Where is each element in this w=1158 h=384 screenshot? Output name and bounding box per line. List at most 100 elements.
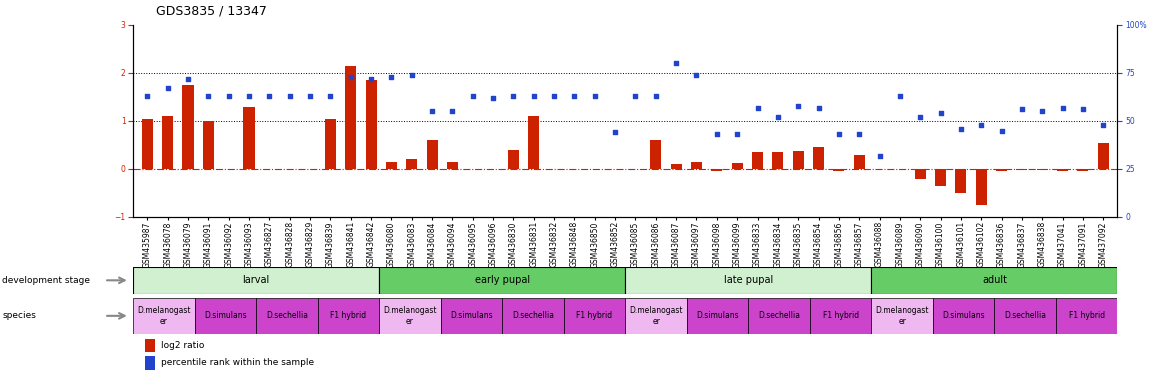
- Bar: [834, 169, 844, 171]
- Bar: [748, 298, 809, 334]
- Text: D.simulans: D.simulans: [450, 311, 493, 320]
- Text: D.melanogast
er: D.melanogast er: [137, 306, 191, 326]
- Bar: [441, 298, 503, 334]
- Bar: [792, 151, 804, 169]
- Point: [1054, 104, 1072, 111]
- Point: [606, 129, 624, 136]
- Point: [423, 108, 441, 114]
- Point: [463, 93, 482, 99]
- Text: D.simulans: D.simulans: [696, 311, 739, 320]
- Point: [504, 93, 522, 99]
- Point: [342, 74, 360, 80]
- Bar: [528, 116, 540, 169]
- Point: [1012, 106, 1031, 113]
- Bar: [256, 298, 317, 334]
- Point: [687, 72, 705, 78]
- Point: [1073, 106, 1092, 113]
- Bar: [1077, 169, 1089, 171]
- Bar: [670, 164, 682, 169]
- Bar: [317, 298, 380, 334]
- Bar: [366, 80, 376, 169]
- Point: [240, 93, 258, 99]
- Point: [871, 152, 889, 159]
- Text: D.sechellia: D.sechellia: [266, 311, 308, 320]
- Text: F1 hybrid: F1 hybrid: [822, 311, 859, 320]
- Text: D.sechellia: D.sechellia: [1004, 311, 1046, 320]
- Text: GDS3835 / 13347: GDS3835 / 13347: [156, 4, 267, 17]
- Bar: [141, 119, 153, 169]
- Bar: [503, 298, 564, 334]
- Point: [484, 95, 503, 101]
- Bar: [1057, 169, 1068, 171]
- Point: [159, 85, 177, 91]
- Bar: [813, 147, 824, 169]
- Bar: [183, 85, 193, 169]
- Text: larval: larval: [242, 275, 270, 285]
- Bar: [380, 298, 441, 334]
- Point: [545, 93, 564, 99]
- Point: [769, 114, 787, 120]
- Point: [138, 93, 156, 99]
- Bar: [996, 169, 1007, 171]
- Point: [301, 93, 320, 99]
- Point: [178, 76, 197, 82]
- Bar: [935, 169, 946, 186]
- Bar: [809, 298, 871, 334]
- Point: [850, 131, 868, 137]
- Bar: [345, 66, 357, 169]
- Point: [403, 72, 422, 78]
- Point: [199, 93, 218, 99]
- Bar: [732, 163, 742, 169]
- Text: F1 hybrid: F1 hybrid: [330, 311, 367, 320]
- Point: [382, 74, 401, 80]
- Text: log2 ratio: log2 ratio: [161, 341, 204, 350]
- Bar: [447, 162, 459, 169]
- Bar: [133, 298, 195, 334]
- Bar: [162, 116, 174, 169]
- Point: [891, 93, 909, 99]
- Text: adult: adult: [982, 275, 1007, 285]
- Bar: [625, 298, 687, 334]
- Bar: [853, 155, 865, 169]
- Bar: [426, 140, 438, 169]
- Point: [809, 104, 828, 111]
- Bar: [651, 140, 661, 169]
- Point: [911, 114, 930, 120]
- Bar: [564, 298, 625, 334]
- Bar: [325, 119, 336, 169]
- Point: [748, 104, 767, 111]
- Bar: [243, 107, 255, 169]
- Bar: [1056, 298, 1117, 334]
- Point: [280, 93, 299, 99]
- Point: [952, 126, 970, 132]
- Bar: [203, 121, 214, 169]
- Text: F1 hybrid: F1 hybrid: [577, 311, 613, 320]
- Text: D.simulans: D.simulans: [204, 311, 247, 320]
- Bar: [711, 169, 723, 171]
- Bar: [871, 267, 1117, 294]
- Bar: [976, 169, 987, 205]
- Bar: [1098, 142, 1109, 169]
- Point: [1033, 108, 1051, 114]
- Point: [667, 60, 686, 66]
- Point: [1094, 122, 1113, 128]
- Text: D.melanogast
er: D.melanogast er: [875, 306, 929, 326]
- Text: species: species: [2, 311, 36, 320]
- Bar: [915, 169, 925, 179]
- Bar: [406, 159, 417, 169]
- Bar: [752, 152, 763, 169]
- Point: [361, 76, 380, 82]
- Bar: [1036, 169, 1048, 170]
- Text: percentile rank within the sample: percentile rank within the sample: [161, 358, 314, 367]
- Bar: [933, 298, 995, 334]
- Text: early pupal: early pupal: [475, 275, 530, 285]
- Point: [992, 127, 1011, 134]
- Point: [626, 93, 645, 99]
- Text: D.melanogast
er: D.melanogast er: [383, 306, 437, 326]
- Point: [829, 131, 848, 137]
- Text: D.sechellia: D.sechellia: [512, 311, 554, 320]
- Point: [525, 93, 543, 99]
- Point: [646, 93, 665, 99]
- Bar: [380, 267, 625, 294]
- Bar: [871, 298, 933, 334]
